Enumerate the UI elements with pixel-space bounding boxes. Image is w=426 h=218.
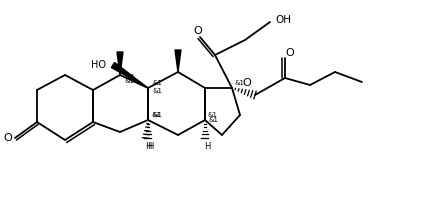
Text: &1: &1: [207, 112, 218, 118]
Text: &1: &1: [126, 74, 136, 80]
Text: H: H: [144, 142, 151, 151]
Polygon shape: [175, 50, 181, 72]
Text: O: O: [193, 26, 202, 36]
Text: &1: &1: [152, 112, 161, 118]
Text: H: H: [147, 142, 153, 151]
Text: &1: &1: [153, 112, 163, 118]
Text: &1: &1: [125, 78, 135, 84]
Text: &1: &1: [234, 80, 245, 86]
Text: O: O: [285, 48, 294, 58]
Text: O: O: [3, 133, 12, 143]
Polygon shape: [111, 63, 148, 88]
Polygon shape: [117, 52, 123, 75]
Text: &1: &1: [153, 88, 163, 94]
Text: H: H: [203, 142, 210, 151]
Text: OH: OH: [274, 15, 290, 25]
Text: &1: &1: [153, 80, 163, 86]
Text: HO: HO: [91, 60, 106, 70]
Text: O: O: [242, 78, 250, 89]
Text: &1: &1: [208, 117, 219, 123]
